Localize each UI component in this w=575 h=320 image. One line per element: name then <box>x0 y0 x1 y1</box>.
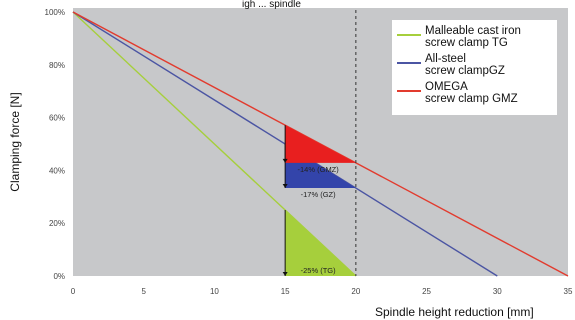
reduction-arrowhead-0 <box>282 272 288 276</box>
x-tick-10: 10 <box>210 287 219 296</box>
legend-items: Malleable cast iron screw clamp TG All-ste… <box>397 25 521 105</box>
y-tick-80: 80% <box>49 61 65 70</box>
series-line-0 <box>72 11 357 277</box>
y-tick-60: 60% <box>49 114 65 123</box>
reduction-label-2: -14% (GMZ) <box>298 165 340 174</box>
reduction-triangle-2 <box>285 125 356 163</box>
legend-label-1: All-steel screw clampGZ <box>425 53 505 77</box>
x-tick-20: 20 <box>351 287 360 296</box>
y-tick-100: 100% <box>45 8 65 17</box>
x-tick-15: 15 <box>281 287 290 296</box>
x-tick-30: 30 <box>493 287 502 296</box>
legend-label-2: OMEGA screw clamp GMZ <box>425 81 518 105</box>
x-tick-0: 0 <box>71 287 76 296</box>
series-line-2 <box>72 11 569 277</box>
chart-title-fragment: igh ... spindle <box>242 0 301 10</box>
y-tick-0: 0% <box>53 272 65 281</box>
x-tick-35: 35 <box>564 287 573 296</box>
y-tick-20: 20% <box>49 219 65 228</box>
y-axis-label: Clamping force [N] <box>8 92 22 191</box>
x-tick-25: 25 <box>422 287 431 296</box>
y-tick-40: 40% <box>49 166 65 175</box>
reduction-label-0: -25% (TG) <box>301 266 337 275</box>
legend-label-0: Malleable cast iron screw clamp TG <box>425 25 521 49</box>
reduction-arrowhead-2 <box>282 158 288 163</box>
x-axis-label: Spindle height reduction [mm] <box>375 305 534 319</box>
reduction-label-1: -17% (GZ) <box>301 190 337 199</box>
reduction-triangle-0 <box>285 210 356 276</box>
x-tick-5: 5 <box>141 287 146 296</box>
ticks-layer: 0 5 10 15 20 25 30 35 0% 20% 40% 60% 80% 100% <box>45 8 573 296</box>
reduction-arrowhead-1 <box>282 184 288 188</box>
triangles-layer: -25% (TG) -17% (GZ) -14% (GMZ) <box>282 125 356 276</box>
legend: Malleable cast iron screw clamp TG All-ste… <box>392 20 557 115</box>
